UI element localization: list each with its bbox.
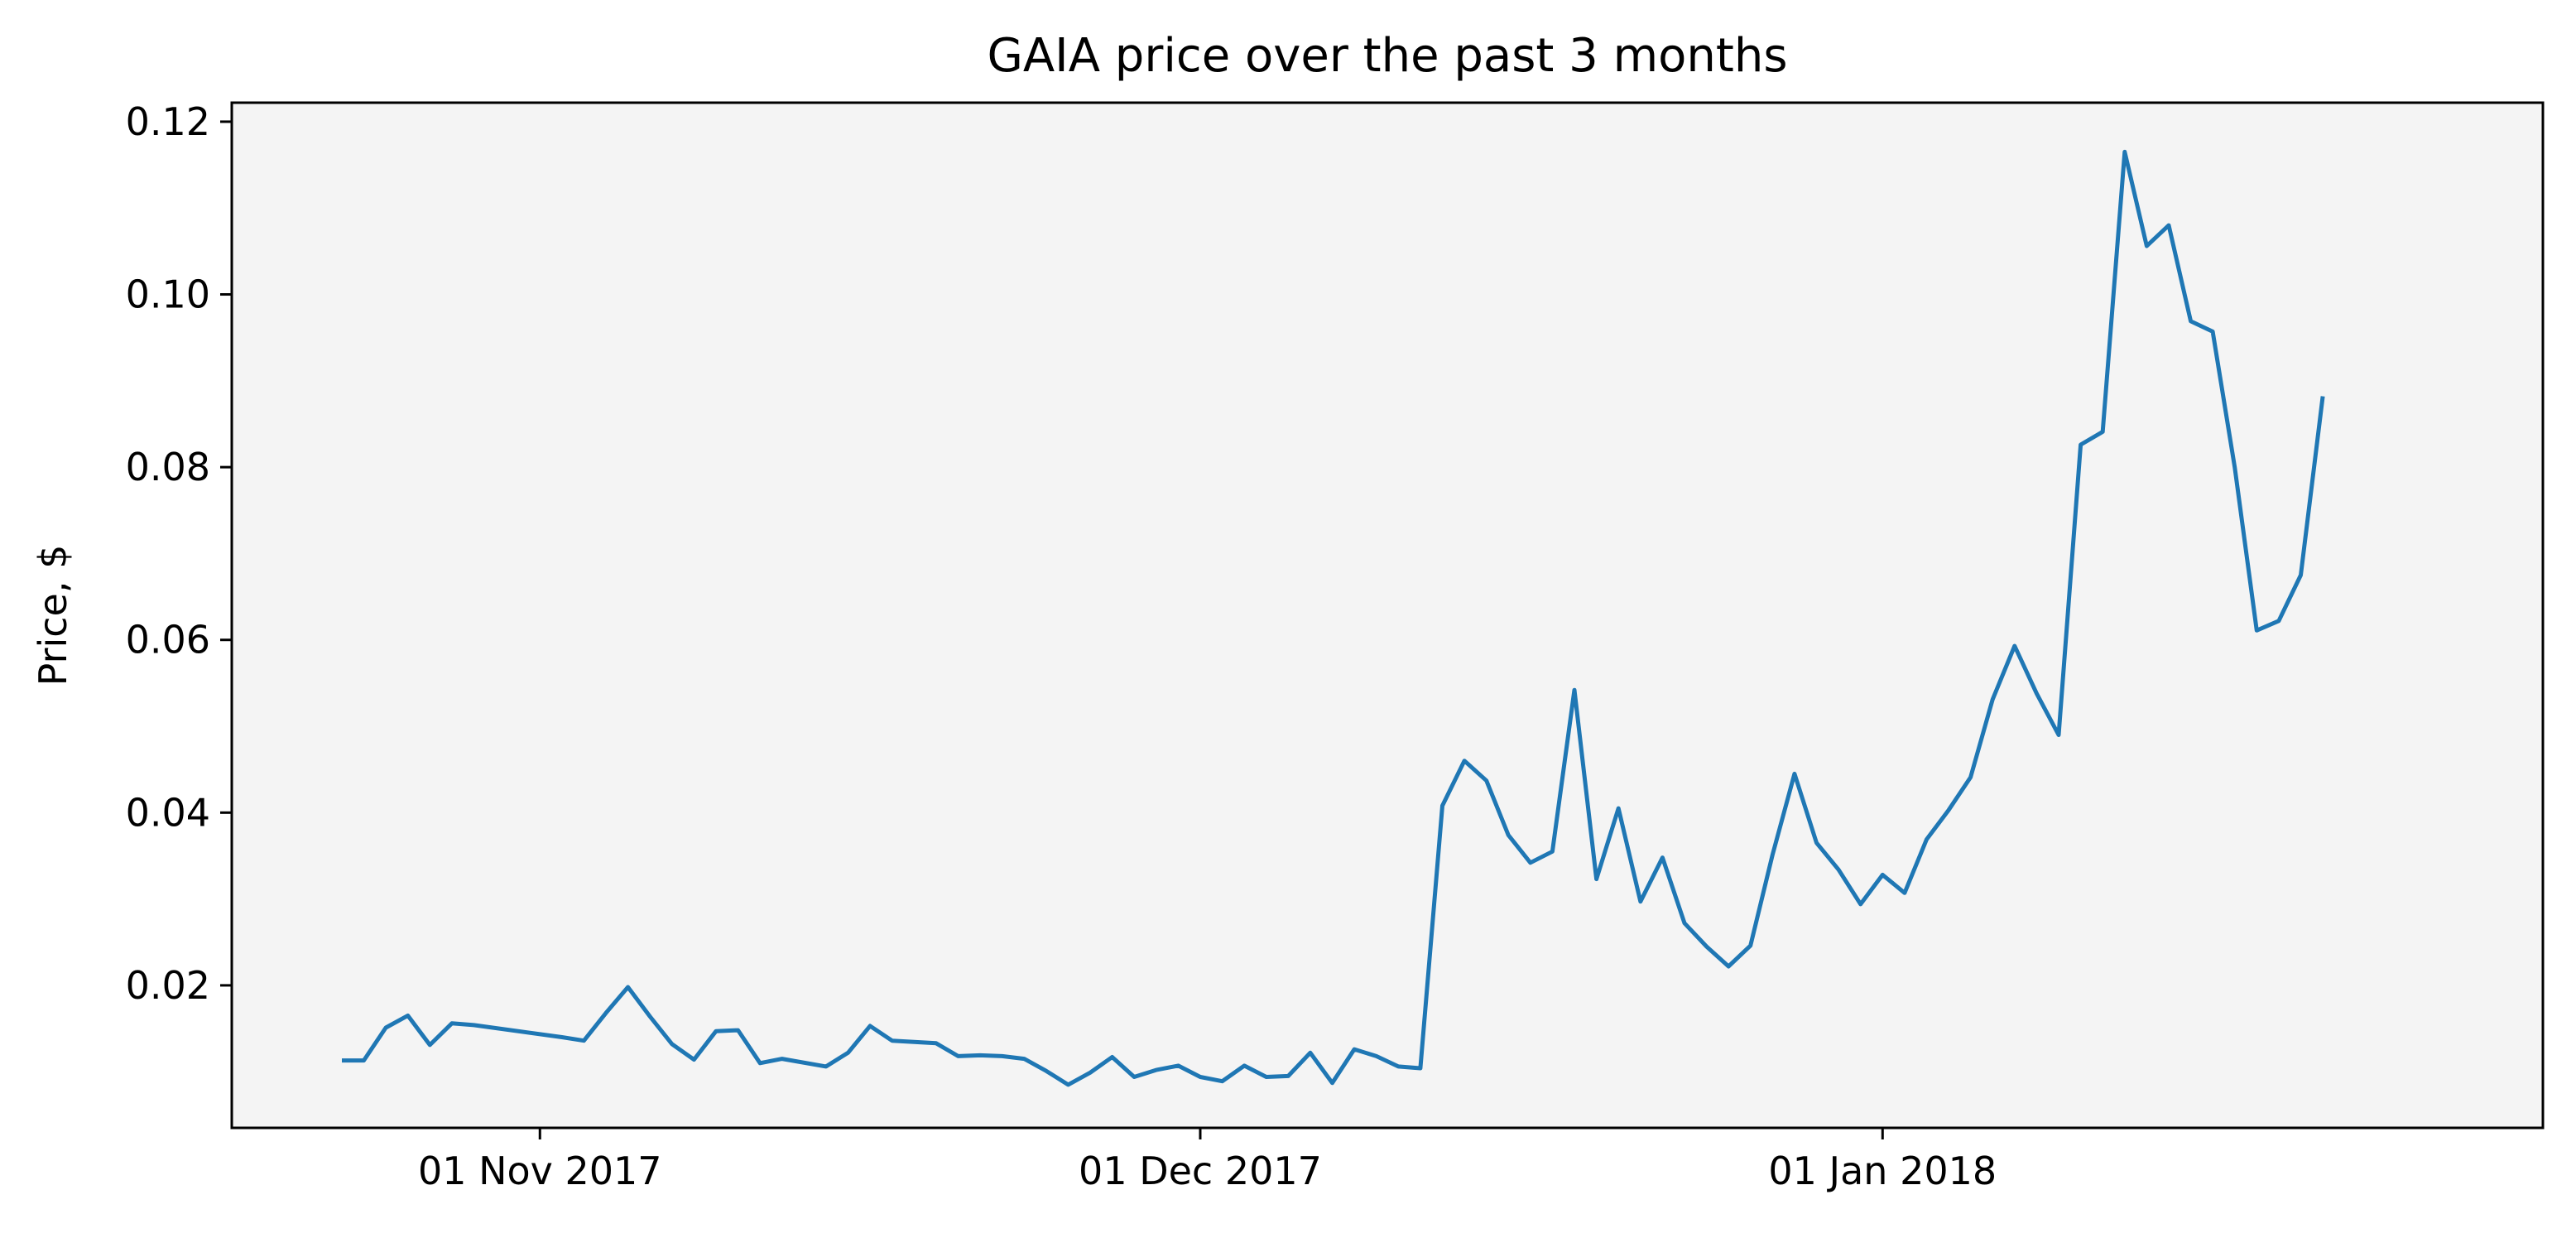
x-tick-label: 01 Dec 2017 [1079,1149,1322,1193]
x-axis: 01 Nov 2017 01 Dec 2017 01 Jan 2018 [418,1128,1997,1193]
series-layer [342,149,2325,1087]
y-tick-label: 0.12 [126,99,210,144]
y-axis: 0.02 0.04 0.06 0.08 0.10 0.12 [126,99,232,1008]
plot-area [232,103,2543,1128]
y-tick-label: 0.04 [126,790,210,835]
series-line-0 [342,149,2325,1087]
y-tick-label: 0.02 [126,963,210,1008]
y-tick-label: 0.10 [126,272,210,317]
y-axis-label: Price, $ [31,545,75,686]
y-tick-label: 0.08 [126,445,210,489]
chart-title: GAIA price over the past 3 months [987,29,1787,83]
plot-frame [230,101,2545,1130]
x-tick-label: 01 Jan 2018 [1768,1149,1997,1193]
y-tick-label: 0.06 [126,618,210,662]
x-tick-label: 01 Nov 2017 [418,1149,662,1193]
